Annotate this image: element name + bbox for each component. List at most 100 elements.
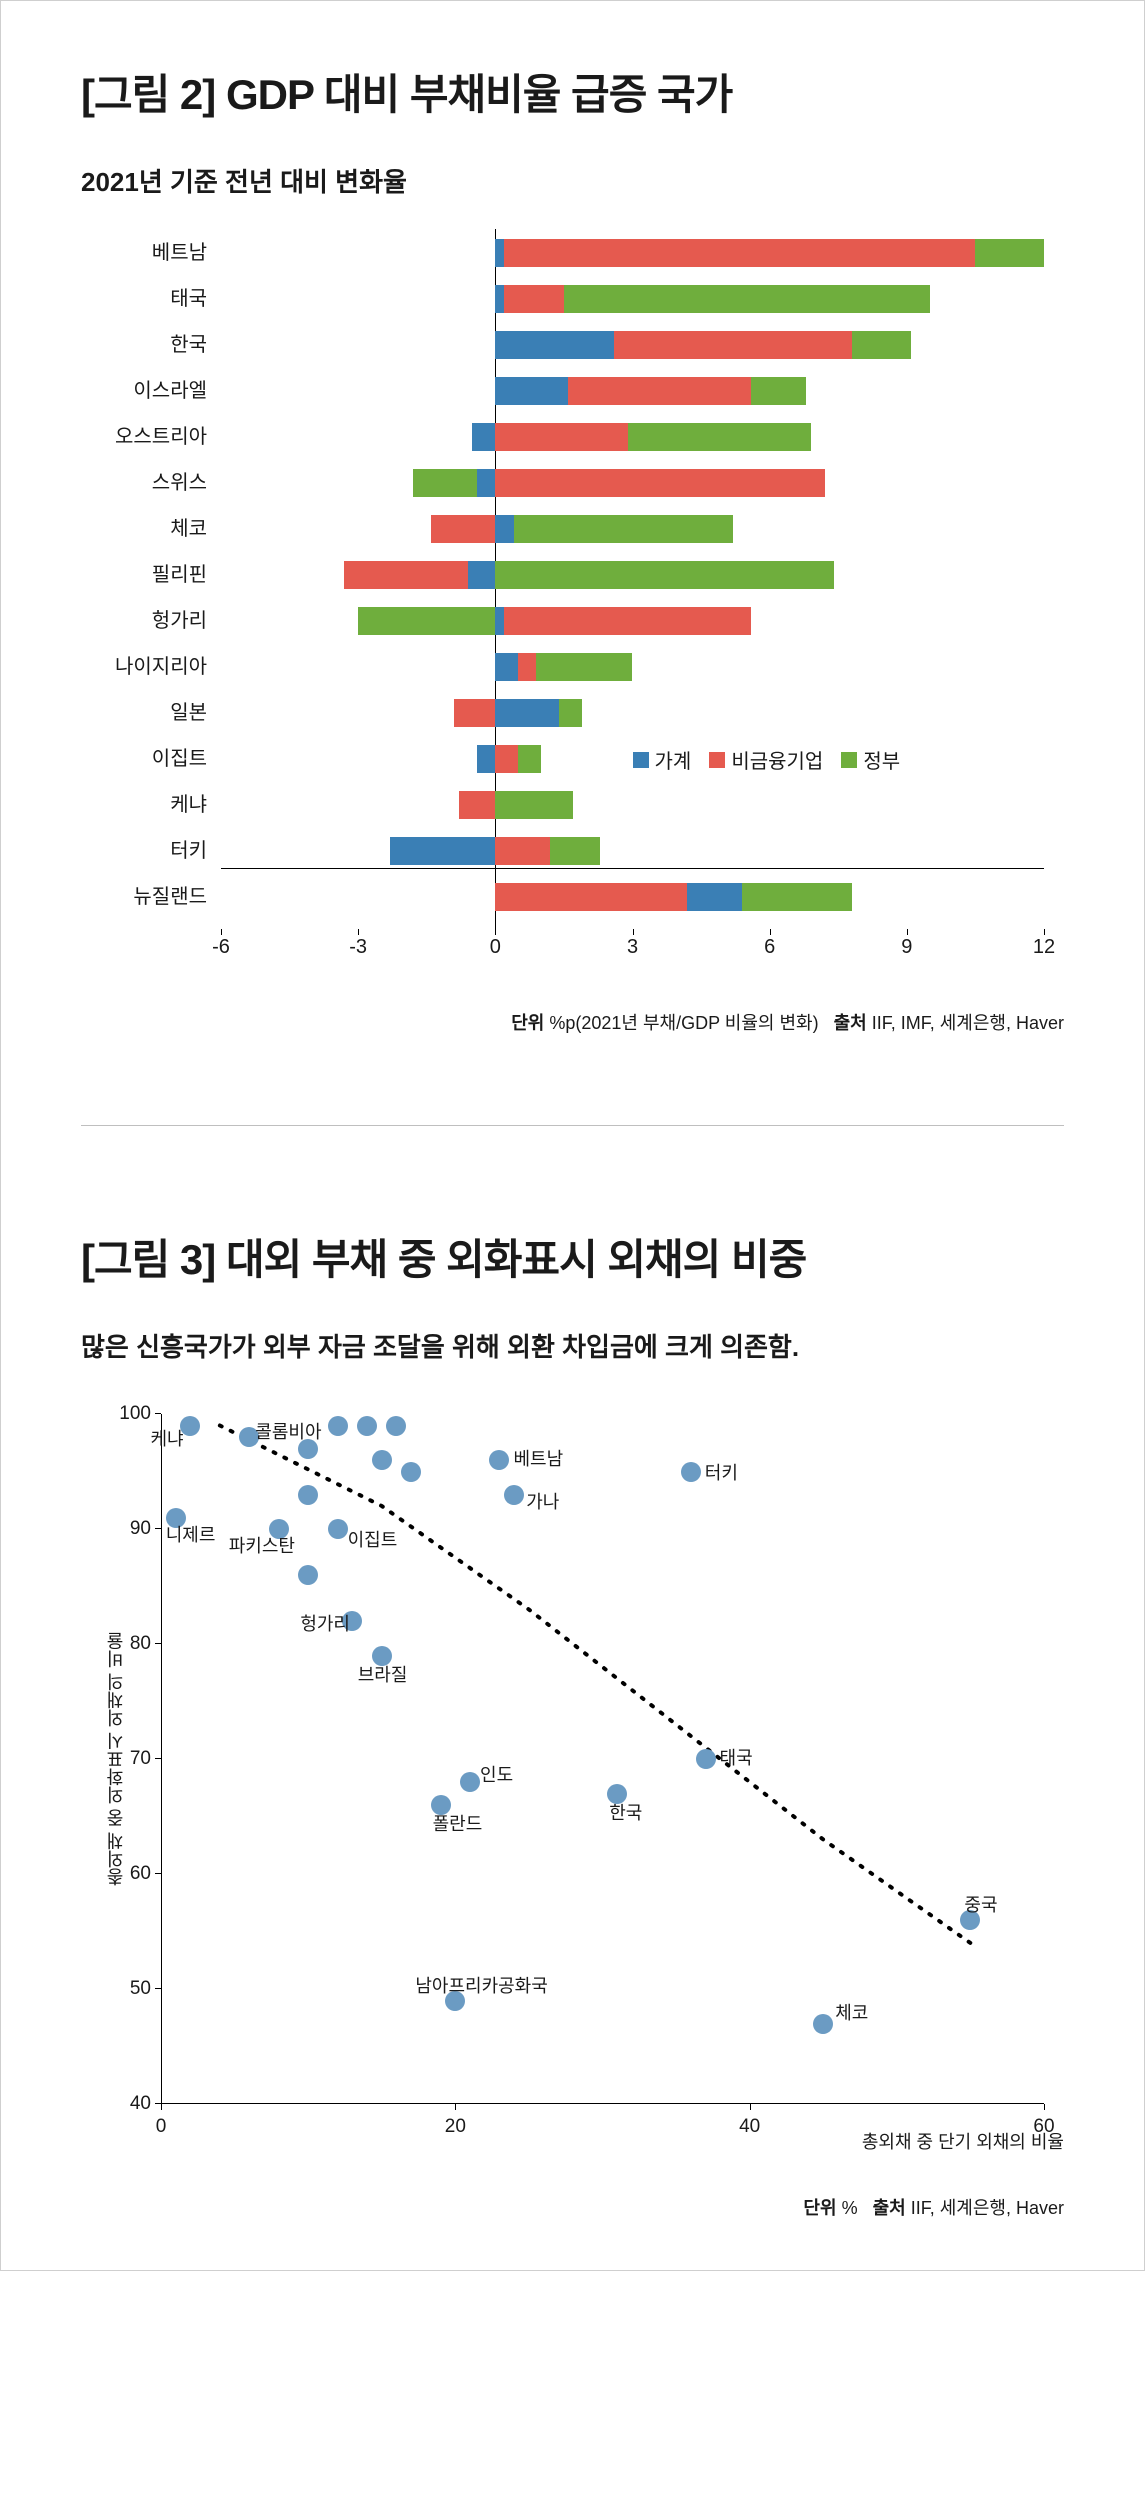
scatter-point [298, 1485, 318, 1505]
x-tick-mark [770, 929, 771, 935]
scatter-point [401, 1462, 421, 1482]
scatter-point-label: 케냐 [150, 1425, 183, 1451]
bar-segment-household [390, 837, 495, 865]
bar-country-label: 태국 [81, 285, 221, 313]
x-tick-label: -6 [212, 936, 230, 959]
unit-label: 단위 [803, 2198, 836, 2218]
bar-segment-corporate [504, 285, 563, 313]
scatter-point [386, 1416, 406, 1436]
bar-country-label: 필리핀 [81, 561, 221, 589]
x-tick-label: 6 [764, 936, 775, 959]
bar-segment-corporate [614, 331, 852, 359]
scatter-point-label: 태국 [720, 1744, 753, 1770]
scatter-point [681, 1462, 701, 1482]
scatter-point-label: 베트남 [513, 1445, 563, 1471]
bar-segment-corporate [495, 883, 687, 911]
bar-segment-government [564, 285, 930, 313]
bar-segment-household [495, 607, 504, 635]
legend-item: 정부 [841, 745, 900, 774]
bar-segment-government [358, 607, 495, 635]
bar-segment-household [495, 331, 614, 359]
x-tick-mark [358, 929, 359, 935]
x-tick-label: 12 [1033, 936, 1055, 959]
scatter-point-label: 가나 [526, 1488, 559, 1514]
legend-swatch [709, 752, 725, 768]
bar-row: 스위스 [221, 469, 1044, 497]
y-tick-mark [155, 1413, 161, 1414]
bar-country-label: 스위스 [81, 469, 221, 497]
figure-3-subtitle: 많은 신흥국가가 외부 자금 조달을 위해 외환 차입금에 크게 의존함. [81, 1327, 1064, 1364]
x-tick-mark [455, 2104, 456, 2110]
bar-row: 체코 [221, 515, 1044, 543]
scatter-point-label: 니제르 [166, 1521, 216, 1547]
section-divider [81, 1125, 1064, 1126]
figure-2-footnote: 단위 %p(2021년 부채/GDP 비율의 변화) 출처 IIF, IMF, … [81, 1009, 1064, 1035]
bar-row: 뉴질랜드 [221, 883, 1044, 911]
bar-segment-household [477, 469, 495, 497]
x-tick-label: -3 [349, 936, 367, 959]
legend: 가계비금융기업정부 [633, 745, 901, 774]
y-tick-label: 90 [130, 1518, 161, 1540]
bar-segment-corporate [495, 745, 518, 773]
source-text: IIF, IMF, 세계은행, Haver [872, 1013, 1064, 1033]
bar-segment-household [495, 653, 518, 681]
bar-segment-corporate [504, 607, 751, 635]
x-axis-label: 총외채 중 단기 외채의 비율 [862, 2128, 1064, 2154]
x-tick-label: 40 [739, 2116, 760, 2138]
scatter-point-label: 폴란드 [433, 1810, 483, 1836]
bar-row: 이스라엘 [221, 377, 1044, 405]
bar-segment-government [514, 515, 733, 543]
source-text: IIF, 세계은행, Haver [911, 2198, 1064, 2218]
legend-label: 정부 [863, 745, 900, 774]
bar-segment-government [852, 331, 911, 359]
bar-country-label: 이집트 [81, 745, 221, 773]
y-tick-label: 40 [130, 2093, 161, 2115]
bar-country-label: 헝가리 [81, 607, 221, 635]
scatter-point [504, 1485, 524, 1505]
y-tick-label: 70 [130, 1748, 161, 1770]
figure-2-subtitle: 2021년 기준 전년 대비 변화율 [81, 162, 1064, 199]
scatter-point [372, 1450, 392, 1470]
unit-label: 단위 [511, 1013, 544, 1033]
bar-row: 케냐 [221, 791, 1044, 819]
bar-segment-household [468, 561, 495, 589]
x-tick-mark [907, 929, 908, 935]
scatter-point-label: 이집트 [348, 1526, 398, 1552]
legend-item: 가계 [633, 745, 692, 774]
x-tick-mark [750, 2104, 751, 2110]
figure-3-section: [그림 3] 대외 부채 중 외화표시 외채의 비중 많은 신흥국가가 외부 자… [1, 1166, 1144, 2270]
bar-row: 필리핀 [221, 561, 1044, 589]
scatter-point [489, 1450, 509, 1470]
bar-segment-household [495, 239, 504, 267]
bar-plot-area: 베트남태국한국이스라엘오스트리아스위스체코필리핀헝가리나이지리아일본이집트케냐터… [221, 229, 1044, 929]
x-tick-label: 0 [156, 2116, 167, 2138]
x-tick-label: 9 [901, 936, 912, 959]
bar-segment-corporate [568, 377, 751, 405]
figure-2-bar-chart: 베트남태국한국이스라엘오스트리아스위스체코필리핀헝가리나이지리아일본이집트케냐터… [81, 229, 1064, 989]
bar-row: 베트남 [221, 239, 1044, 267]
y-tick-label: 80 [130, 1633, 161, 1655]
y-tick-mark [155, 1528, 161, 1529]
bar-row: 터키 [221, 837, 1044, 865]
bar-segment-government [975, 239, 1044, 267]
scatter-point [813, 2014, 833, 2034]
bar-segment-government [559, 699, 582, 727]
bar-segment-household [687, 883, 742, 911]
bar-segment-corporate [344, 561, 467, 589]
scatter-point [298, 1439, 318, 1459]
bar-segment-corporate [495, 837, 550, 865]
scatter-point [298, 1565, 318, 1585]
unit-text: %p(2021년 부채/GDP 비율의 변화) [549, 1013, 818, 1033]
y-tick-label: 60 [130, 1863, 161, 1885]
scatter-point-label: 파키스탄 [229, 1532, 295, 1558]
unit-text: % [842, 2198, 858, 2218]
legend-swatch [633, 752, 649, 768]
bar-segment-government [536, 653, 632, 681]
bar-row: 태국 [221, 285, 1044, 313]
trend-line [161, 1414, 1044, 2104]
bar-segment-corporate [495, 469, 824, 497]
scatter-point [696, 1749, 716, 1769]
figure-2-title: [그림 2] GDP 대비 부채비율 급증 국가 [81, 61, 1064, 122]
x-axis-line [221, 868, 1044, 869]
bar-segment-household [495, 377, 568, 405]
